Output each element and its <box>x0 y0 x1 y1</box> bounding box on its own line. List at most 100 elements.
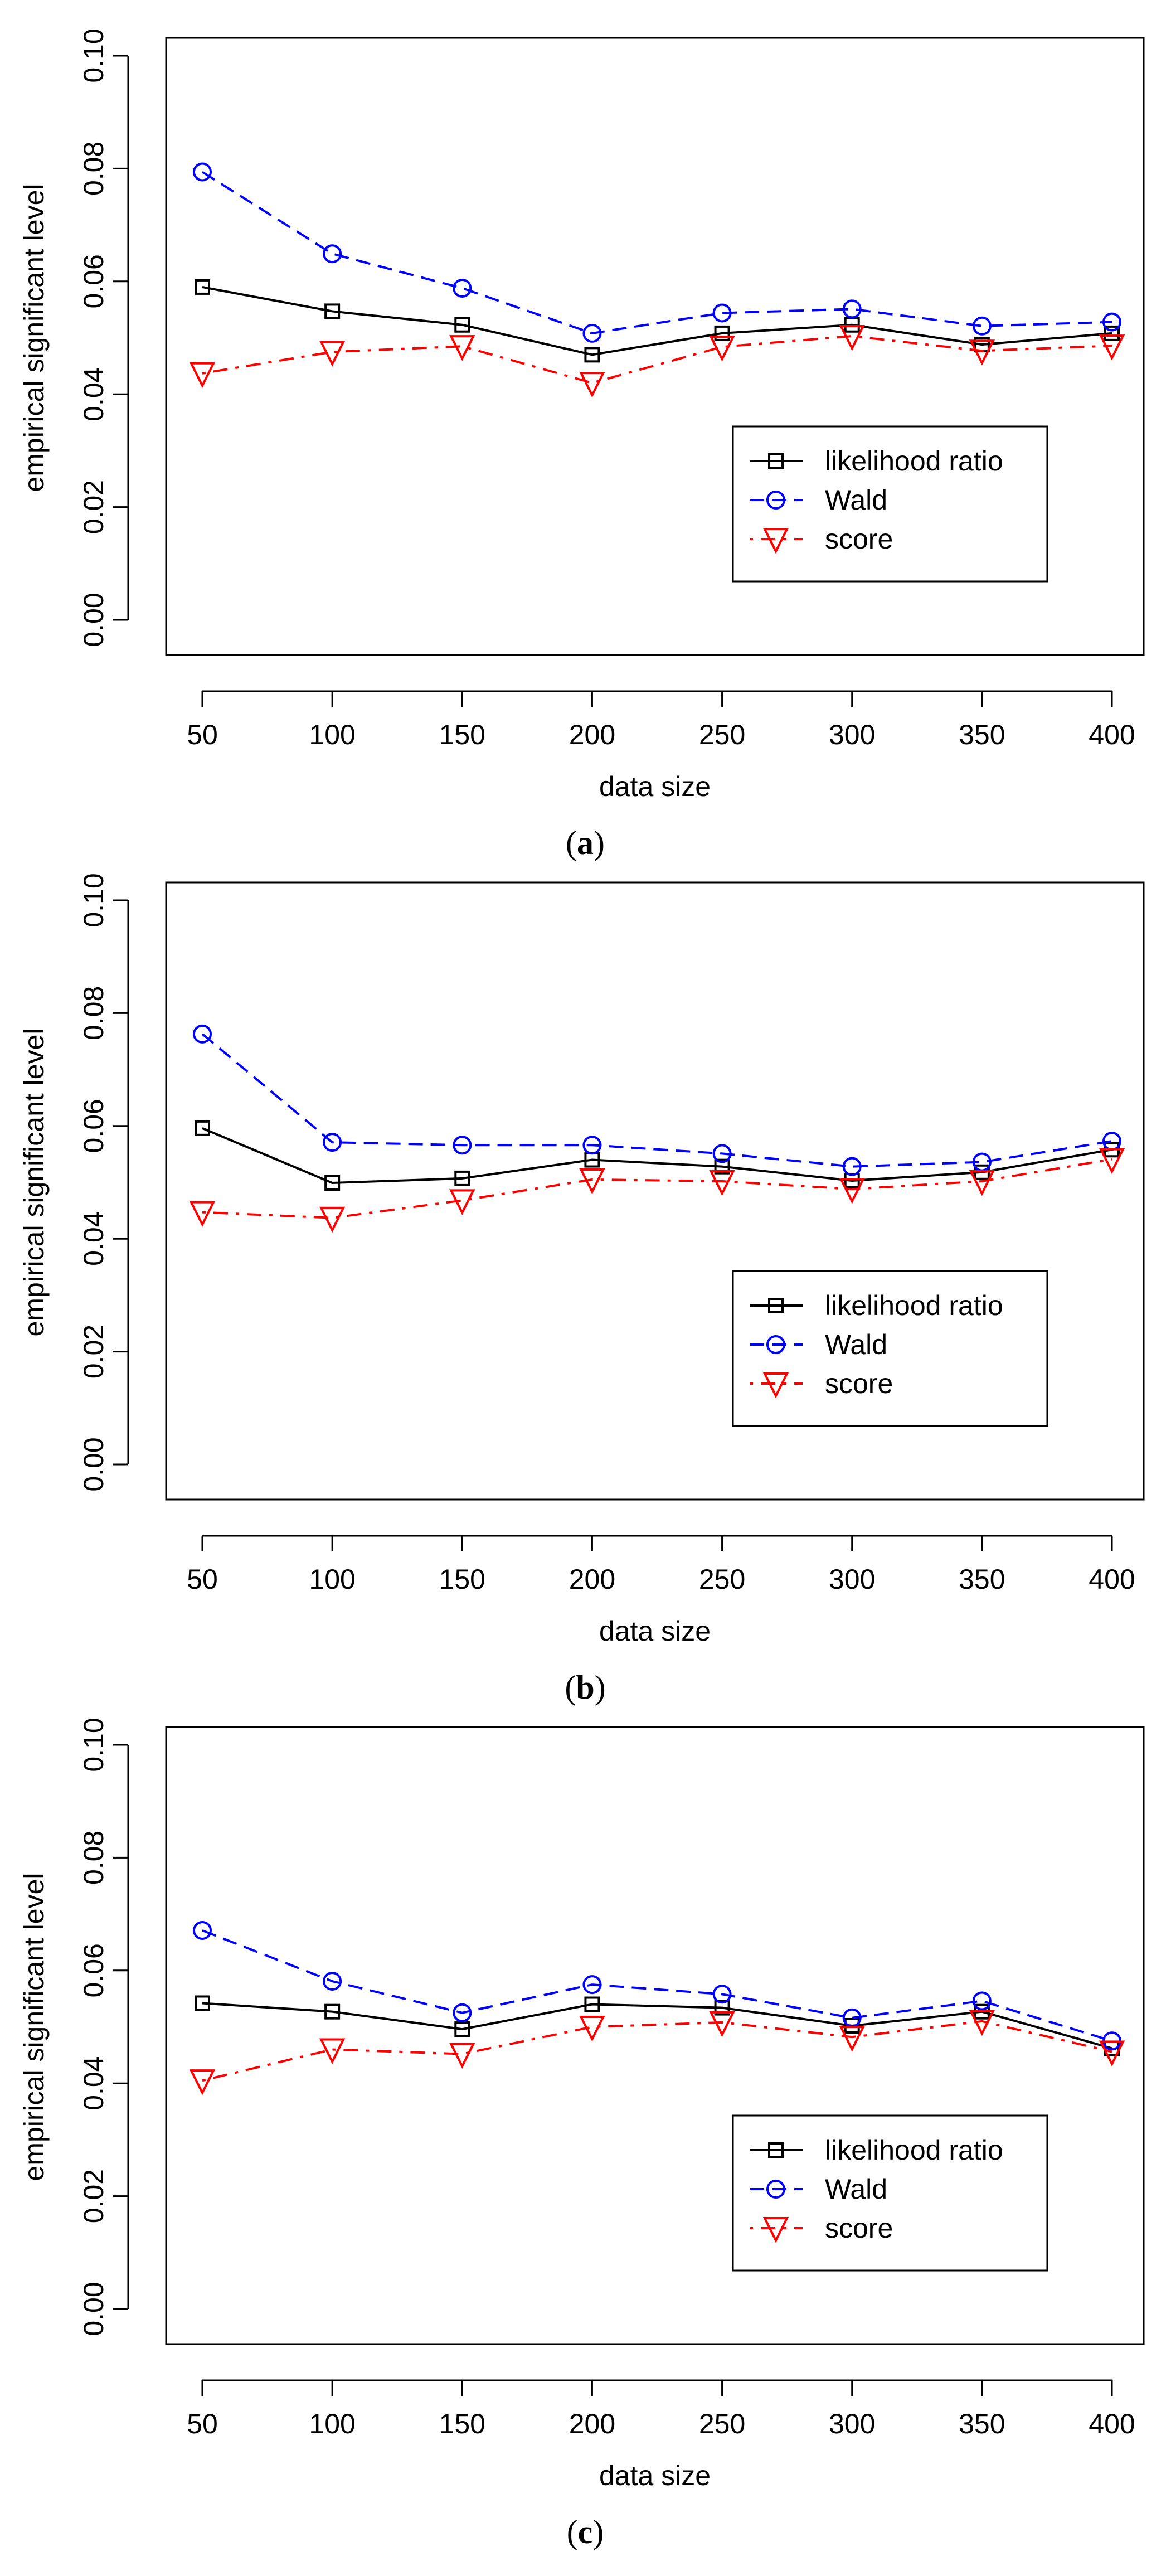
x-tick-label: 400 <box>1089 1564 1135 1595</box>
legend-box <box>732 2114 1048 2272</box>
series-line-score <box>202 2020 1112 2082</box>
legend-marker <box>762 1372 789 1399</box>
x-tick-label: 100 <box>309 1564 355 1595</box>
legend-label: Wald <box>825 1329 887 1360</box>
legend-box <box>732 1270 1048 1427</box>
x-tick-label: 400 <box>1089 2408 1135 2439</box>
x-tick-label: 150 <box>439 1564 485 1595</box>
legend-marker <box>762 2217 789 2243</box>
data-point <box>972 1991 992 2011</box>
data-point <box>189 1201 216 1228</box>
data-point <box>453 1136 472 1155</box>
data-point <box>319 1206 346 1233</box>
y-tick-label: 0.08 <box>78 1831 109 1885</box>
data-point <box>839 2026 865 2052</box>
series-line-wald <box>201 171 1112 334</box>
data-point <box>193 1920 212 1940</box>
y-tick-label: 0.00 <box>78 1437 109 1491</box>
x-tick-label: 400 <box>1089 719 1135 750</box>
series-line-likelihood-ratio <box>202 285 1112 356</box>
data-point <box>844 2017 860 2034</box>
data-point <box>839 324 865 351</box>
data-point <box>324 2003 341 2020</box>
data-point <box>324 303 341 319</box>
data-point <box>714 1158 730 1175</box>
data-point <box>323 244 342 264</box>
legend-marker <box>766 491 785 510</box>
data-point <box>1099 2040 1125 2067</box>
plot-frame <box>165 37 1145 656</box>
x-tick-label: 100 <box>309 719 355 750</box>
x-tick-label: 100 <box>309 2408 355 2439</box>
y-tick-label: 0.06 <box>78 254 109 308</box>
data-point <box>454 317 470 333</box>
legend-label: likelihood ratio <box>825 445 1003 477</box>
x-axis-label: data size <box>599 771 711 802</box>
data-point <box>449 2043 475 2069</box>
data-point <box>449 335 475 361</box>
y-tick-label: 0.02 <box>78 480 109 534</box>
plot-frame <box>165 1726 1145 2345</box>
legend-marker <box>766 2180 785 2199</box>
y-tick-label: 0.10 <box>78 28 109 83</box>
y-tick-label: 0.02 <box>78 1325 109 1379</box>
y-tick-label: 0.10 <box>78 873 109 927</box>
x-tick-label: 200 <box>569 1564 615 1595</box>
data-point <box>1104 325 1120 341</box>
y-tick-label: 0.00 <box>78 2282 109 2336</box>
series-line-likelihood-ratio <box>202 1127 1112 1185</box>
y-tick-label: 0.04 <box>78 367 109 421</box>
data-point <box>709 336 735 362</box>
y-axis-label: empirical significant level <box>18 183 50 492</box>
legend-box <box>732 425 1048 583</box>
data-point <box>842 299 862 319</box>
x-tick-label: 350 <box>959 1564 1005 1595</box>
data-point <box>969 2010 995 2036</box>
chart-panel-c: 0.00 0.02 0.04 0.06 0.08 0.10 empirical signif… <box>18 1718 1145 2550</box>
data-point <box>709 2011 735 2037</box>
legend-label: score <box>825 2213 893 2244</box>
y-tick-label: 0.08 <box>78 986 109 1040</box>
data-point <box>969 339 995 366</box>
data-point <box>193 162 212 182</box>
data-point <box>714 2000 730 2016</box>
x-tick-label: 150 <box>439 2408 485 2439</box>
legend-marker <box>768 1298 784 1313</box>
chart-panel-a: 0.00 0.02 0.04 0.06 0.08 0.10 empirical signif… <box>18 28 1145 861</box>
y-axis-label: empirical significant level <box>18 1872 50 2181</box>
x-axis-label: data size <box>599 2460 711 2491</box>
data-point <box>582 1136 602 1155</box>
data-point <box>579 1168 605 1195</box>
data-point <box>709 1170 735 1196</box>
y-tick-label: 0.08 <box>78 142 109 196</box>
series-line-score <box>202 334 1112 385</box>
chart-panel-b: 0.00 0.02 0.04 0.06 0.08 0.10 empirical signif… <box>18 873 1145 1706</box>
legend-marker <box>768 453 784 469</box>
x-tick-label: 300 <box>829 719 875 750</box>
data-point <box>454 1170 470 1186</box>
x-tick-label: 300 <box>829 1564 875 1595</box>
data-point <box>189 2069 216 2095</box>
data-point <box>969 1170 995 1196</box>
data-point <box>842 1157 862 1176</box>
data-point <box>1099 1148 1125 1174</box>
data-point <box>453 2003 472 2022</box>
y-tick-label: 0.00 <box>78 593 109 647</box>
data-point <box>712 1144 732 1163</box>
data-point <box>582 323 602 343</box>
x-tick-label: 250 <box>699 1564 745 1595</box>
panel-caption: (c) <box>567 2514 604 2550</box>
data-point <box>319 2038 346 2064</box>
data-point <box>839 1178 865 1204</box>
data-point <box>195 279 210 295</box>
panel-caption: (b) <box>565 1669 605 1706</box>
data-point <box>323 1972 342 1991</box>
data-point <box>195 1995 210 2011</box>
data-point <box>584 347 600 363</box>
series-line-wald <box>201 1033 1112 1168</box>
data-point <box>579 371 605 398</box>
legend-marker <box>768 2142 784 2158</box>
data-point <box>449 1189 475 1215</box>
y-tick-label: 0.06 <box>78 1943 109 1997</box>
